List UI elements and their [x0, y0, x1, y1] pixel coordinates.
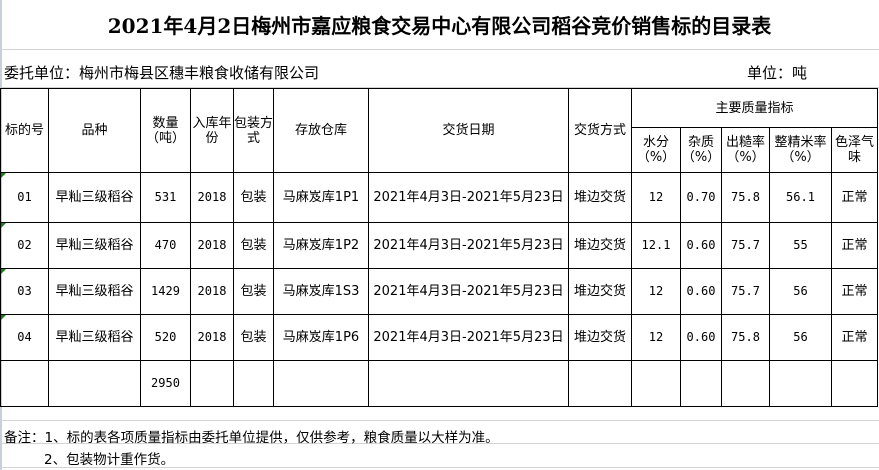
cell-whole[interactable]: 56.1	[769, 172, 832, 223]
empty-cell[interactable]	[368, 360, 569, 407]
cell-color[interactable]: 正常	[830, 314, 879, 361]
cell-year[interactable]: 2018	[190, 268, 234, 315]
cell-variety[interactable]: 早籼三级稻谷	[48, 222, 141, 269]
cell-lot[interactable]: 01	[0, 172, 49, 223]
cell-whole[interactable]: 56	[769, 268, 832, 315]
empty-cell[interactable]	[830, 360, 879, 407]
cell-year[interactable]: 2018	[190, 222, 234, 269]
cell-method[interactable]: 堆边交货	[568, 222, 632, 269]
table-row: 01 早籼三级稻谷 531 2018 包装 马麻岌库1P1 2021年4月3日-2021年5…	[0, 172, 879, 223]
lot-table: 标的号 品种 数量（吨） 入库年份 包装方式 存放仓库 交货日期 交货方式 主要…	[0, 88, 879, 407]
note-2: 2、包装物计重作货。	[44, 452, 175, 468]
cell-qty[interactable]: 520	[140, 314, 191, 361]
empty-cell[interactable]	[233, 360, 274, 407]
cell-moisture[interactable]: 12	[631, 314, 681, 361]
cell-husk[interactable]: 75.7	[721, 268, 770, 315]
header-quality: 主要质量指标	[630, 88, 879, 128]
empty-cell[interactable]	[631, 360, 681, 407]
cell-date[interactable]: 2021年4月3日-2021年5月23日	[368, 222, 569, 269]
cell-warehouse[interactable]: 马麻岌库1P1	[273, 172, 369, 223]
empty-cell[interactable]	[680, 360, 722, 407]
consignor-row: 委托单位：梅州市梅县区穗丰粮食收储有限公司 单位：吨	[0, 50, 879, 88]
cell-pack[interactable]: 包装	[233, 314, 274, 361]
cell-impurity[interactable]: 0.60	[680, 222, 722, 269]
cell-color[interactable]: 正常	[830, 268, 879, 315]
cell-impurity[interactable]: 0.70	[680, 172, 722, 223]
cell-variety[interactable]: 早籼三级稻谷	[48, 172, 141, 223]
cell-warehouse[interactable]: 马麻岌库1S3	[273, 268, 369, 315]
header-moisture: 水分（%）	[631, 127, 681, 173]
cell-pack[interactable]: 包装	[233, 172, 274, 223]
header-date: 交货日期	[368, 88, 569, 173]
header-variety: 品种	[48, 88, 141, 173]
cell-lot[interactable]: 03	[0, 268, 49, 315]
cell-husk[interactable]: 75.7	[721, 222, 770, 269]
empty-cell[interactable]	[769, 360, 832, 407]
header-color: 色泽气味	[830, 127, 879, 173]
header-qty: 数量（吨）	[140, 88, 191, 173]
cell-method[interactable]: 堆边交货	[568, 268, 632, 315]
cell-moisture[interactable]: 12	[631, 172, 681, 223]
total-qty[interactable]: 2950	[140, 360, 191, 407]
header-impurity: 杂质（%）	[680, 127, 722, 173]
empty-cell[interactable]	[568, 360, 632, 407]
cell-whole[interactable]: 55	[769, 222, 832, 269]
cell-color[interactable]: 正常	[830, 172, 879, 223]
cell-year[interactable]: 2018	[190, 314, 234, 361]
cell-husk[interactable]: 75.8	[721, 314, 770, 361]
header-husk: 出糙率（%）	[721, 127, 770, 173]
cell-year[interactable]: 2018	[190, 172, 234, 223]
table-row: 04 早籼三级稻谷 520 2018 包装 马麻岌库1P6 2021年4月3日-2021年5…	[0, 314, 879, 361]
header-method: 交货方式	[568, 88, 632, 173]
cell-lot[interactable]: 02	[0, 222, 49, 269]
empty-cell[interactable]	[273, 360, 369, 407]
cell-qty[interactable]: 470	[140, 222, 191, 269]
cell-method[interactable]: 堆边交货	[568, 172, 632, 223]
total-row: 2950	[0, 360, 879, 407]
cell-lot[interactable]: 04	[0, 314, 49, 361]
empty-cell[interactable]	[0, 360, 49, 407]
cell-variety[interactable]: 早籼三级稻谷	[48, 268, 141, 315]
cell-whole[interactable]: 56	[769, 314, 832, 361]
header-whole: 整精米率（%）	[769, 127, 832, 173]
cell-qty[interactable]: 531	[140, 172, 191, 223]
empty-cell[interactable]	[721, 360, 770, 407]
cell-variety[interactable]: 早籼三级稻谷	[48, 314, 141, 361]
cell-impurity[interactable]: 0.60	[680, 314, 722, 361]
empty-cell[interactable]	[190, 360, 234, 407]
cell-pack[interactable]: 包装	[233, 222, 274, 269]
cell-pack[interactable]: 包装	[233, 268, 274, 315]
cell-warehouse[interactable]: 马麻岌库1P6	[273, 314, 369, 361]
note-1: 备注：1、标的表各项质量指标由委托单位提供，仅供参考，粮食质量以大样为准。	[4, 430, 499, 446]
cell-qty[interactable]: 1429	[140, 268, 191, 315]
header-year: 入库年份	[190, 88, 234, 173]
unit-label: 单位：吨	[747, 64, 808, 82]
cell-color[interactable]: 正常	[830, 222, 879, 269]
cell-method[interactable]: 堆边交货	[568, 314, 632, 361]
cell-husk[interactable]: 75.8	[721, 172, 770, 223]
empty-cell[interactable]	[48, 360, 141, 407]
cell-moisture[interactable]: 12	[631, 268, 681, 315]
notes: 备注：1、标的表各项质量指标由委托单位提供，仅供参考，粮食质量以大样为准。 2、…	[0, 405, 879, 470]
cell-date[interactable]: 2021年4月3日-2021年5月23日	[368, 268, 569, 315]
header-pack: 包装方式	[233, 88, 274, 173]
header-warehouse: 存放仓库	[273, 88, 369, 173]
cell-date[interactable]: 2021年4月3日-2021年5月23日	[368, 314, 569, 361]
page-title: 2021年4月2日梅州市嘉应粮食交易中心有限公司稻谷竞价销售标的目录表	[0, 0, 879, 50]
cell-moisture[interactable]: 12.1	[631, 222, 681, 269]
cell-date[interactable]: 2021年4月3日-2021年5月23日	[368, 172, 569, 223]
table-row: 02 早籼三级稻谷 470 2018 包装 马麻岌库1P2 2021年4月3日-2021年5…	[0, 222, 879, 269]
table-row: 03 早籼三级稻谷 1429 2018 包装 马麻岌库1S3 2021年4月3日-2021年…	[0, 268, 879, 315]
cell-impurity[interactable]: 0.60	[680, 268, 722, 315]
consignor: 委托单位：梅州市梅县区穗丰粮食收储有限公司	[4, 64, 320, 82]
header-lot: 标的号	[0, 88, 49, 173]
cell-warehouse[interactable]: 马麻岌库1P2	[273, 222, 369, 269]
